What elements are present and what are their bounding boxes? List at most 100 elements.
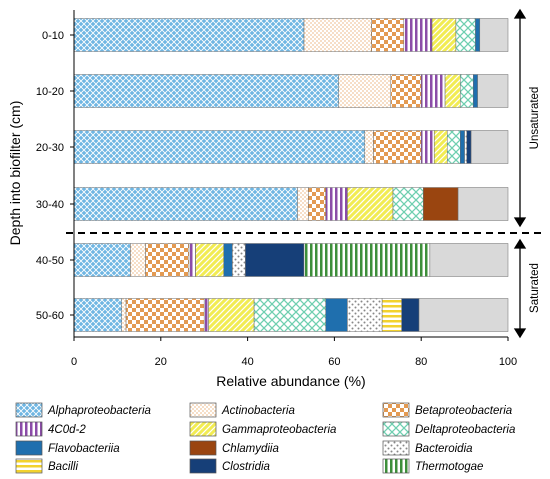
bar-segment-40-50-actinobacteria (130, 243, 146, 277)
legend-item-flavobacteriia: Flavobacteriia (15, 440, 120, 456)
bar-segment-30-40-chlamydiia (423, 187, 459, 221)
y-tick-label: 20-30 (36, 142, 64, 154)
bar-segment-20-30-betaproteobacteria (373, 130, 422, 164)
legend-label: Gammaproteobacteria (222, 424, 336, 436)
bar-segment-40-50-betaproteobacteria (145, 243, 190, 277)
bar-segment-30-40-other (457, 187, 509, 221)
bar-segment-20-30-actinobacteria (364, 130, 374, 164)
legend-swatch (15, 440, 43, 456)
bar-segment-10-20-deltaproteobacteria (460, 74, 474, 108)
bar-segment-40-50-gammaproteobacteria (195, 243, 224, 277)
zone-label-saturated: Saturated (529, 263, 541, 313)
legend-swatch (15, 421, 43, 437)
legend-swatch (189, 440, 217, 456)
x-tick-label: 100 (499, 356, 517, 368)
bar-segment-0-10-betaproteobacteria (371, 18, 405, 52)
bar-segment-50-60-alphaproteobacteria (73, 298, 122, 332)
bar-segment-30-40-gammaproteobacteria (347, 187, 394, 221)
bar-segment-0-10-actinobacteria (303, 18, 372, 52)
legend-swatch (382, 402, 410, 418)
bar-segment-0-10-4c0d-2 (403, 18, 433, 52)
legend-item-clostridia: Clostridia (189, 458, 270, 474)
legend-item-deltaproteobacteria: Deltaproteobacteria (382, 421, 515, 437)
bar-segment-10-20-gammaproteobacteria (444, 74, 461, 108)
bar-segment-0-10-flavobacteriia (475, 18, 481, 52)
legend-label: Thermotogae (415, 461, 483, 473)
bar-segment-20-30-clostridia (466, 130, 472, 164)
x-tick-label: 60 (328, 356, 340, 368)
bar-segment-10-20-betaproteobacteria (390, 74, 422, 108)
bar-segment-10-20-alphaproteobacteria (73, 74, 339, 108)
y-tick-label: 50-60 (36, 310, 64, 322)
saturated-bracket (513, 238, 527, 339)
legend-swatch (15, 402, 43, 418)
bar-segment-20-30-deltaproteobacteria (446, 130, 461, 164)
bar-segment-10-20-other (477, 74, 509, 108)
y-ticks-group: 0-10 10-20 20-30 30-40 40-50 50-60 (36, 30, 74, 322)
zone-label-unsaturated: Unsaturated (529, 87, 541, 150)
bar-segment-20-30-bacteroidia (464, 130, 468, 164)
bar-segment-50-60-other (418, 298, 509, 332)
bar-segment-20-30-4c0d-2 (420, 130, 435, 164)
y-tick-label: 40-50 (36, 255, 64, 267)
bar-segment-20-30-alphaproteobacteria (73, 130, 366, 164)
legend-item-thermotogae: Thermotogae (382, 458, 483, 474)
bar-segment-10-20-actinobacteria (338, 74, 392, 108)
x-axis-title: Relative abundance (%) (216, 373, 365, 389)
bar-segment-50-60-actinobacteria (121, 298, 127, 332)
legend-label: Betaproteobacteria (415, 405, 512, 417)
legend-label: Deltaproteobacteria (415, 424, 515, 436)
bar-segment-50-60-clostridia (401, 298, 420, 332)
legend-item-betaproteobacteria: Betaproteobacteria (382, 402, 512, 418)
bar-segment-30-40-actinobacteria (297, 187, 309, 221)
bar-segment-20-30-flavobacteriia (460, 130, 465, 164)
legend-swatch (15, 458, 43, 474)
legend-item-chlamydiia: Chlamydiia (189, 440, 279, 456)
legend-label: Bacilli (48, 461, 78, 473)
bar-segment-40-50-clostridia (245, 243, 305, 277)
bar-segment-40-50-other (429, 243, 509, 277)
bar-segment-50-60-deltaproteobacteria (253, 298, 326, 332)
bar-segment-0-10-alphaproteobacteria (73, 18, 305, 52)
legend-item-bacilli: Bacilli (15, 458, 78, 474)
x-tick-label: 20 (155, 356, 167, 368)
bar-segment-50-60-4c0d-2 (203, 298, 209, 332)
legend-swatch (382, 458, 410, 474)
y-axis-title: Depth into biofilter (cm) (7, 101, 23, 246)
legend-item-actinobacteria: Actinobacteria (189, 402, 295, 418)
bars-group (73, 18, 509, 332)
bar-segment-40-50-thermotogae (303, 243, 431, 277)
y-tick-label: 10-20 (36, 86, 64, 98)
bar-segment-30-40-alphaproteobacteria (73, 187, 298, 221)
legend-swatch (189, 421, 217, 437)
bar-segment-0-10-deltaproteobacteria (455, 18, 476, 52)
y-tick-label: 0-10 (42, 30, 64, 42)
legend-item-4c0d-2: 4C0d-2 (15, 421, 86, 437)
x-tick-label: 40 (241, 356, 253, 368)
bar-segment-50-60-flavobacteriia (325, 298, 348, 332)
legend-label: 4C0d-2 (48, 424, 86, 436)
bar-segment-20-30-other (470, 130, 509, 164)
bar-segment-30-40-deltaproteobacteria (392, 187, 424, 221)
x-tick-label: 0 (71, 356, 77, 368)
bar-segment-50-60-betaproteobacteria (125, 298, 205, 332)
legend-label: Alphaproteobacteria (47, 405, 151, 417)
legend-label: Bacteroidia (415, 443, 473, 455)
bar-segment-40-50-flavobacteriia (223, 243, 233, 277)
bar-segment-40-50-4c0d-2 (188, 243, 196, 277)
x-ticks-group: 0 20 40 60 80 100 (71, 337, 517, 368)
legend-label: Actinobacteria (221, 405, 295, 417)
bar-segment-10-20-4c0d-2 (420, 74, 446, 108)
x-tick-label: 80 (415, 356, 427, 368)
bar-segment-50-60-gammaproteobacteria (208, 298, 255, 332)
y-tick-label: 30-40 (36, 199, 64, 211)
legend-label: Chlamydiia (222, 443, 279, 455)
bar-segment-30-40-betaproteobacteria (308, 187, 326, 221)
legend-swatch (382, 421, 410, 437)
legend-label: Clostridia (222, 461, 270, 473)
legend-item-gammaproteobacteria: Gammaproteobacteria (189, 421, 336, 437)
bar-segment-50-60-bacilli (381, 298, 402, 332)
legend-swatch (189, 402, 217, 418)
legend: Alphaproteobacteria Actinobacteria Betapro… (15, 402, 515, 474)
